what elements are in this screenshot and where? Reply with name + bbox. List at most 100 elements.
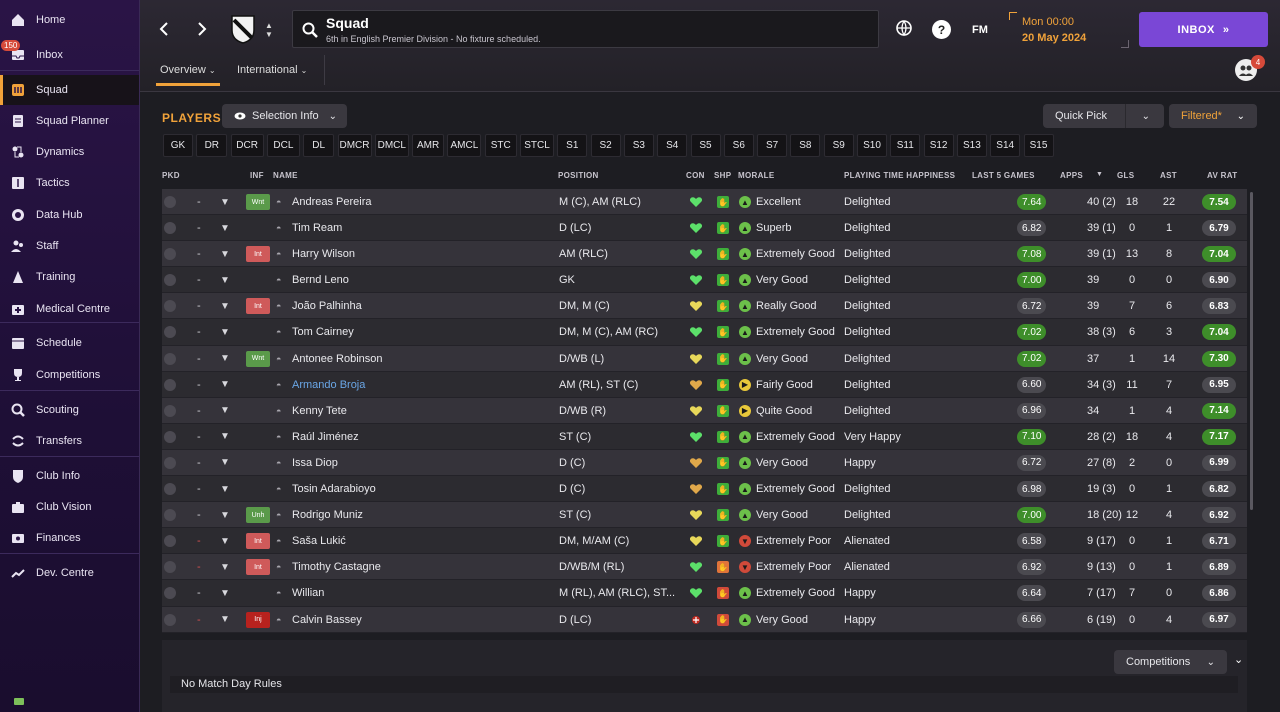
column-header-av-rat[interactable]: AV RAT xyxy=(1207,171,1238,180)
position-filter-s9[interactable]: S9 xyxy=(823,134,854,157)
sidebar-item-inbox[interactable]: Inbox xyxy=(0,40,139,70)
selection-dash[interactable]: - xyxy=(197,196,201,208)
column-header-shp[interactable]: SHP xyxy=(714,171,732,180)
position-filter-stc[interactable]: STC xyxy=(484,134,517,157)
club-switch-button[interactable]: ▲ ▼ xyxy=(262,16,276,44)
chevron-down-icon[interactable]: ▼ xyxy=(220,300,230,312)
column-header-last-5-games[interactable]: LAST 5 GAMES xyxy=(972,171,1035,180)
selection-dash[interactable]: - xyxy=(197,352,201,365)
scrollbar[interactable] xyxy=(1250,192,1253,510)
selection-dash[interactable]: - xyxy=(197,300,201,313)
table-row[interactable]: - ▼ ◓ Issa Diop D (C) ✋ ▲ Very Good Happy 6.72 27 … xyxy=(162,449,1247,477)
position-filter-dcl[interactable]: DCL xyxy=(266,134,300,157)
table-row[interactable]: - ▼ Int ◓ Saša Lukić DM, M/AM (C) ✋ ▼ Extremely … xyxy=(162,528,1247,555)
selection-dash[interactable]: - xyxy=(197,274,201,287)
back-button[interactable] xyxy=(154,18,174,40)
pick-toggle[interactable] xyxy=(164,587,176,600)
player-name-cell[interactable]: ◓ Tom Cairney xyxy=(276,319,354,345)
table-row[interactable]: - ▼ ◓ Kenny Tete D/WB (R) ✋ ▶ Quite Good Delight… xyxy=(162,397,1247,424)
position-filter-s5[interactable]: S5 xyxy=(690,134,721,157)
table-row[interactable]: - ▼ ◓ Tom Cairney DM, M (C), AM (RC) ✋ ▲ Extrem… xyxy=(162,319,1247,346)
position-filter-gk[interactable]: GK xyxy=(163,134,193,157)
position-filter-amr[interactable]: AMR xyxy=(412,134,445,157)
selection-dash[interactable]: - xyxy=(197,222,201,235)
table-row[interactable]: - ▼ Wnt ◓ Andreas Pereira M (C), AM (RLC) ✋ ▲ Ex… xyxy=(162,189,1247,216)
chevron-down-icon[interactable]: ▼ xyxy=(220,561,230,573)
table-row[interactable]: - ▼ Unh ◓ Rodrigo Muniz ST (C) ✋ ▲ Very Good Deli… xyxy=(162,502,1247,529)
pick-toggle[interactable] xyxy=(164,430,176,443)
pick-toggle[interactable] xyxy=(164,483,176,496)
inbox-button[interactable]: INBOX » xyxy=(1139,12,1268,47)
sidebar-item-finances[interactable]: Finances xyxy=(0,523,139,553)
selection-dash[interactable]: - xyxy=(197,483,201,496)
filter-button[interactable]: Filtered* ⌄ xyxy=(1169,104,1257,128)
pick-toggle[interactable] xyxy=(164,456,176,469)
position-filter-dl[interactable]: DL xyxy=(303,134,335,157)
position-filter-s6[interactable]: S6 xyxy=(723,134,754,157)
position-filter-dcr[interactable]: DCR xyxy=(230,134,264,157)
player-name-cell[interactable]: ◓ Calvin Bassey xyxy=(276,607,362,633)
fm-menu-button[interactable]: FM xyxy=(968,20,992,40)
selection-dash[interactable]: - xyxy=(197,509,201,522)
chevron-down-icon[interactable]: ▼ xyxy=(220,222,230,234)
pick-toggle[interactable] xyxy=(164,378,176,391)
table-row[interactable]: - ▼ ◓ Willian M (RL), AM (RLC), ST... ✋ ▲ Extre… xyxy=(162,580,1247,607)
player-name-cell[interactable]: ◓ Raúl Jiménez xyxy=(276,424,359,450)
pick-toggle[interactable] xyxy=(164,404,176,417)
player-name-cell[interactable]: ◓ Timothy Castagne xyxy=(276,554,381,580)
pick-toggle[interactable] xyxy=(164,326,176,339)
player-name-cell[interactable]: ◓ Tosin Adarabioyo xyxy=(276,476,376,502)
sidebar-item-transfers[interactable]: Transfers xyxy=(0,426,139,456)
world-button[interactable] xyxy=(894,18,914,38)
column-header-name[interactable]: NAME xyxy=(273,171,298,180)
sidebar-item-training[interactable]: Training xyxy=(0,262,139,292)
selection-dash[interactable]: - xyxy=(197,404,201,417)
position-filter-s12[interactable]: S12 xyxy=(923,134,954,157)
pick-toggle[interactable] xyxy=(164,561,176,574)
table-row[interactable]: - ▼ ◓ Tim Ream D (LC) ✋ ▲ Superb Delighted 6.82 39… xyxy=(162,215,1247,242)
position-filter-s15[interactable]: S15 xyxy=(1023,134,1054,157)
selection-dash[interactable]: - xyxy=(197,535,201,548)
selection-dash[interactable]: - xyxy=(197,378,201,391)
chevron-down-icon[interactable]: ▼ xyxy=(220,535,230,547)
pick-toggle[interactable] xyxy=(164,196,176,208)
position-filter-s13[interactable]: S13 xyxy=(956,134,987,157)
player-name-cell[interactable]: ◓ Andreas Pereira xyxy=(276,189,372,215)
pick-toggle[interactable] xyxy=(164,509,176,522)
selection-dash[interactable]: - xyxy=(197,456,201,469)
column-header-playing-time-happiness[interactable]: PLAYING TIME HAPPINESS xyxy=(844,171,956,180)
tab-overview[interactable]: Overview ⌄ xyxy=(156,64,220,86)
search-box[interactable]: Squad 6th in English Premier Division - … xyxy=(292,10,879,48)
column-header-inf[interactable]: INF xyxy=(250,171,264,180)
sidebar-item-schedule[interactable]: Schedule xyxy=(0,328,139,358)
sidebar-item-data-hub[interactable]: Data Hub xyxy=(0,200,139,230)
pick-toggle[interactable] xyxy=(164,535,176,548)
competitions-button[interactable]: Competitions ⌄ xyxy=(1114,650,1227,674)
table-row[interactable]: - ▼ ◓ Tosin Adarabioyo D (C) ✋ ▲ Extremely Good… xyxy=(162,476,1247,503)
sidebar-item-squad-planner[interactable]: Squad Planner xyxy=(0,106,139,136)
player-name-cell[interactable]: ◓ Kenny Tete xyxy=(276,398,347,424)
chevron-down-icon[interactable]: ▼ xyxy=(220,196,230,208)
selection-dash[interactable]: - xyxy=(197,561,201,574)
sidebar-item-staff[interactable]: Staff xyxy=(0,231,139,261)
table-row[interactable]: - ▼ Int ◓ João Palhinha DM, M (C) ✋ ▲ Really Goo… xyxy=(162,293,1247,320)
column-header-gls[interactable]: GLS xyxy=(1117,171,1135,180)
chevron-down-icon[interactable]: ▼ xyxy=(220,326,230,338)
pick-toggle[interactable] xyxy=(164,300,176,313)
player-name-cell[interactable]: ◓ Rodrigo Muniz xyxy=(276,502,363,528)
chevron-down-icon[interactable]: ▼ xyxy=(220,353,230,365)
position-filter-amcl[interactable]: AMCL xyxy=(447,134,482,157)
position-filter-s14[interactable]: S14 xyxy=(990,134,1021,157)
selection-dash[interactable]: - xyxy=(197,326,201,339)
chevron-down-icon[interactable]: ▼ xyxy=(220,274,230,286)
position-filter-s2[interactable]: S2 xyxy=(590,134,621,157)
sidebar-item-scouting[interactable]: Scouting xyxy=(0,395,139,425)
help-button[interactable]: ? xyxy=(932,20,951,39)
quick-pick-button[interactable]: Quick Pick ⌄ xyxy=(1043,104,1164,128)
table-row[interactable]: - ▼ Int ◓ Timothy Castagne D/WB/M (RL) ✋ ▼ Extre… xyxy=(162,554,1247,581)
sidebar-item-club-info[interactable]: Club Info xyxy=(0,461,139,491)
chevron-down-icon[interactable]: ▼ xyxy=(220,248,230,260)
tab-international[interactable]: International ⌄ xyxy=(237,64,307,76)
table-row[interactable]: - ▼ Wnt ◓ Antonee Robinson D/WB (L) ✋ ▲ Very Goo… xyxy=(162,345,1247,372)
chevron-down-icon[interactable]: ▼ xyxy=(220,587,230,599)
